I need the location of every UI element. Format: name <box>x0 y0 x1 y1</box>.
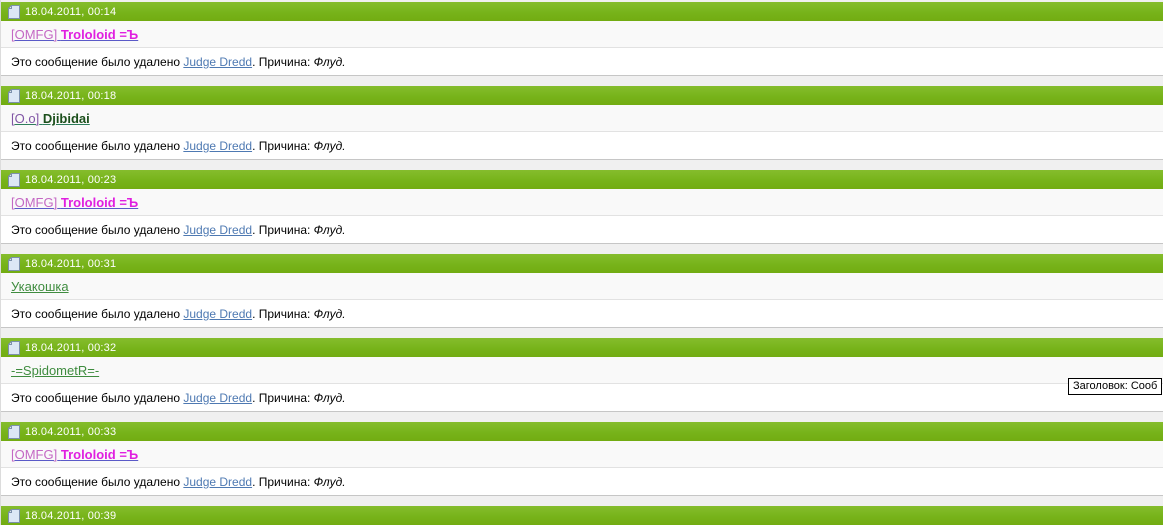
post-header: 18.04.2011, 00:18 <box>1 86 1163 105</box>
deletion-reason-label: . Причина: <box>252 55 314 69</box>
deletion-reason-label: . Причина: <box>252 307 314 321</box>
post-header: 18.04.2011, 00:39 <box>1 506 1163 525</box>
post-timestamp: 18.04.2011, 00:39 <box>25 509 117 522</box>
tooltip: Заголовок: Сооб <box>1068 378 1163 395</box>
document-icon <box>8 425 20 439</box>
post-username-row: [OMFG] Trololoid =Ъ <box>1 21 1163 48</box>
moderator-link[interactable]: Judge Dredd <box>183 391 253 405</box>
post-message-row: Это сообщение было удалено Judge Dredd. … <box>1 468 1163 496</box>
username-part: [OMFG] <box>11 447 58 462</box>
username-link[interactable]: [OMFG] Trololoid =Ъ <box>11 447 138 462</box>
post-header: 18.04.2011, 00:14 <box>1 2 1163 21</box>
deletion-notice-text: Это сообщение было удалено <box>11 139 184 153</box>
deletion-reason-label: . Причина: <box>252 223 314 237</box>
username-link[interactable]: Укакошка <box>11 279 69 294</box>
post-message-row: Это сообщение было удалено Judge Dredd. … <box>1 216 1163 244</box>
post-username-row: Укакошка <box>1 273 1163 300</box>
deleted-post: 18.04.2011, 00:32 -=SpidometR=- Это сооб… <box>1 338 1163 412</box>
deletion-reason: Флуд. <box>313 223 346 237</box>
username-part: [OMFG] <box>11 195 58 210</box>
username-part: Trololoid =Ъ <box>60 27 139 42</box>
username-link[interactable]: -=SpidometR=- <box>11 363 99 378</box>
moderator-link[interactable]: Judge Dredd <box>183 55 253 69</box>
moderator-link[interactable]: Judge Dredd <box>183 223 253 237</box>
moderator-link[interactable]: Judge Dredd <box>183 139 253 153</box>
post-header: 18.04.2011, 00:31 <box>1 254 1163 273</box>
post-username-row: [OMFG] Trololoid =Ъ <box>1 441 1163 468</box>
post-timestamp: 18.04.2011, 00:31 <box>25 257 117 270</box>
username-part: [OMFG] <box>11 27 58 42</box>
username-part: -=SpidometR=- <box>11 363 100 378</box>
username-part: Укакошка <box>11 279 69 294</box>
username-part: [O.o] <box>11 111 40 126</box>
document-icon <box>8 5 20 19</box>
moderator-link[interactable]: Judge Dredd <box>183 475 253 489</box>
deletion-notice-text: Это сообщение было удалено <box>11 391 184 405</box>
deletion-notice-text: Это сообщение было удалено <box>11 307 184 321</box>
deleted-post: 18.04.2011, 00:33 [OMFG] Trololoid =Ъ Эт… <box>1 422 1163 496</box>
deletion-reason-label: . Причина: <box>252 475 314 489</box>
deleted-post: 18.04.2011, 00:23 [OMFG] Trololoid =Ъ Эт… <box>1 170 1163 244</box>
post-message-row: Это сообщение было удалено Judge Dredd. … <box>1 300 1163 328</box>
deletion-reason: Флуд. <box>313 55 346 69</box>
deleted-post: 18.04.2011, 00:18 [O.o] Djibidai Это соо… <box>1 86 1163 160</box>
post-username-row: [OMFG] Trololoid =Ъ <box>1 189 1163 216</box>
post-message-row: Это сообщение было удалено Judge Dredd. … <box>1 132 1163 160</box>
post-username-row: -=SpidometR=- <box>1 357 1163 384</box>
post-header: 18.04.2011, 00:33 <box>1 422 1163 441</box>
deletion-reason: Флуд. <box>313 307 346 321</box>
post-username-row: [O.o] Djibidai <box>1 105 1163 132</box>
username-part: Trololoid =Ъ <box>60 195 139 210</box>
document-icon <box>8 173 20 187</box>
deleted-post: 18.04.2011, 00:31 Укакошка Это сообщение… <box>1 254 1163 328</box>
deletion-reason: Флуд. <box>313 139 346 153</box>
post-header: 18.04.2011, 00:32 <box>1 338 1163 357</box>
deletion-reason: Флуд. <box>313 391 346 405</box>
post-header: 18.04.2011, 00:23 <box>1 170 1163 189</box>
post-message-row: Это сообщение было удалено Judge Dredd. … <box>1 48 1163 76</box>
post-timestamp: 18.04.2011, 00:33 <box>25 425 117 438</box>
deletion-reason-label: . Причина: <box>252 139 314 153</box>
deletion-notice-text: Это сообщение было удалено <box>11 55 184 69</box>
username-part: Trololoid =Ъ <box>60 447 139 462</box>
deleted-post: 18.04.2011, 00:14 [OMFG] Trololoid =Ъ Эт… <box>1 2 1163 76</box>
deleted-post: 18.04.2011, 00:39 <box>1 506 1163 525</box>
document-icon <box>8 257 20 271</box>
post-timestamp: 18.04.2011, 00:32 <box>25 341 117 354</box>
deletion-reason: Флуд. <box>313 475 346 489</box>
post-timestamp: 18.04.2011, 00:18 <box>25 89 117 102</box>
deletion-notice-text: Это сообщение было удалено <box>11 475 184 489</box>
username-part: Djibidai <box>42 111 90 126</box>
deletion-reason-label: . Причина: <box>252 391 314 405</box>
moderator-link[interactable]: Judge Dredd <box>183 307 253 321</box>
post-timestamp: 18.04.2011, 00:23 <box>25 173 117 186</box>
post-timestamp: 18.04.2011, 00:14 <box>25 5 117 18</box>
username-link[interactable]: [OMFG] Trololoid =Ъ <box>11 27 138 42</box>
username-link[interactable]: [O.o] Djibidai <box>11 111 90 126</box>
post-message-row: Это сообщение было удалено Judge Dredd. … <box>1 384 1163 412</box>
document-icon <box>8 89 20 103</box>
document-icon <box>8 341 20 355</box>
username-link[interactable]: [OMFG] Trololoid =Ъ <box>11 195 138 210</box>
deletion-notice-text: Это сообщение было удалено <box>11 223 184 237</box>
